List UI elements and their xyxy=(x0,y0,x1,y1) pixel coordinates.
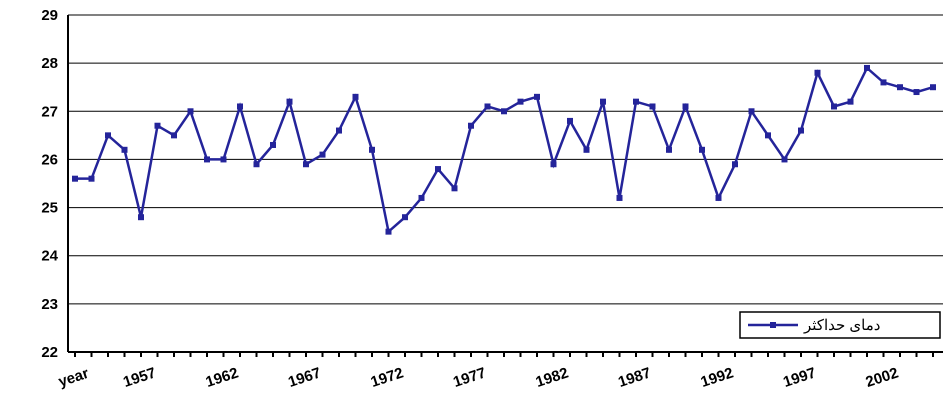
point xyxy=(748,108,755,115)
point xyxy=(138,214,144,221)
point xyxy=(484,103,491,110)
point xyxy=(616,194,623,201)
point xyxy=(352,93,359,100)
point xyxy=(732,161,738,168)
point xyxy=(253,161,260,168)
point xyxy=(319,151,326,158)
point xyxy=(600,98,606,105)
point xyxy=(550,161,557,168)
point xyxy=(715,194,722,201)
point xyxy=(369,146,375,153)
point xyxy=(781,156,788,163)
point xyxy=(154,122,161,129)
point xyxy=(567,117,573,124)
point xyxy=(913,89,920,96)
point xyxy=(385,228,392,235)
point xyxy=(897,84,903,91)
y-tick-label: 27 xyxy=(41,103,58,120)
point xyxy=(105,132,111,139)
point xyxy=(517,98,524,105)
point xyxy=(583,146,590,153)
point xyxy=(468,122,474,129)
x-tick-label: 2002 xyxy=(864,364,901,390)
y-tick-label: 26 xyxy=(41,151,58,168)
x-tick-label: 1982 xyxy=(534,364,571,390)
point xyxy=(864,64,870,71)
point xyxy=(831,103,837,110)
point xyxy=(649,103,656,110)
point xyxy=(336,127,342,134)
y-tick-label: 23 xyxy=(41,296,58,313)
point xyxy=(270,141,276,148)
legend: دمای حداکثر xyxy=(739,311,941,339)
y-tick-label: 29 xyxy=(41,7,58,24)
x-tick-label: 1997 xyxy=(781,364,818,390)
x-tick-label: 1987 xyxy=(616,364,653,390)
point xyxy=(220,156,227,163)
point xyxy=(798,127,804,134)
x-tick-label: year xyxy=(56,365,91,391)
y-tick-label: 28 xyxy=(41,55,58,72)
legend-marker xyxy=(770,322,776,328)
point xyxy=(814,69,821,76)
point xyxy=(88,175,95,182)
point xyxy=(418,194,425,201)
point xyxy=(501,108,507,115)
legend-label: دمای حداکثر xyxy=(803,317,880,334)
point xyxy=(534,93,540,100)
point xyxy=(666,146,672,153)
point xyxy=(682,103,689,110)
point xyxy=(237,103,243,110)
point xyxy=(435,166,441,173)
point xyxy=(204,156,210,163)
point xyxy=(847,98,854,105)
point xyxy=(286,98,293,105)
x-tick-label: 1992 xyxy=(699,364,736,390)
point xyxy=(699,146,705,153)
point xyxy=(633,98,639,105)
point xyxy=(72,175,78,182)
x-tick-label: 1962 xyxy=(204,364,241,390)
point xyxy=(303,161,309,168)
point xyxy=(402,214,408,221)
y-tick-label: 24 xyxy=(41,248,58,265)
point xyxy=(880,79,887,86)
point xyxy=(121,146,128,153)
point xyxy=(930,84,936,91)
point xyxy=(765,132,771,139)
point xyxy=(171,132,177,139)
y-tick-label: 22 xyxy=(41,344,58,361)
y-tick-label: 25 xyxy=(41,200,58,217)
x-tick-label: 1957 xyxy=(121,364,158,390)
point xyxy=(451,185,458,192)
x-tick-label: 1967 xyxy=(286,364,323,390)
point xyxy=(187,108,194,115)
x-tick-label: 1977 xyxy=(451,364,488,390)
x-tick-label: 1972 xyxy=(369,364,406,390)
